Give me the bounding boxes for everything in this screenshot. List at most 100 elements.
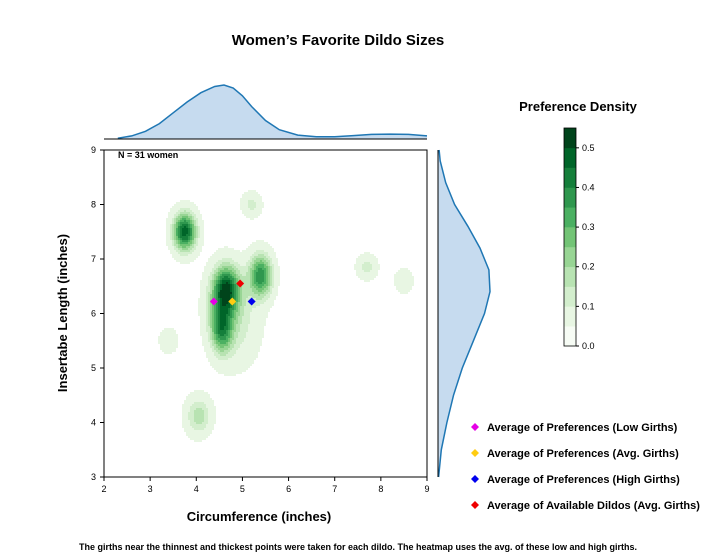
heatmap-cell [238, 250, 240, 252]
heatmap-cell [266, 300, 268, 302]
heatmap-cell [178, 224, 180, 226]
heatmap-cell [238, 342, 240, 344]
heatmap-cell [174, 238, 176, 240]
heatmap-cell [180, 232, 182, 234]
heatmap-cell [182, 236, 184, 238]
heatmap-cell [240, 266, 242, 268]
heatmap-cell [246, 306, 248, 308]
heatmap-cell [218, 358, 220, 360]
heatmap-cell [268, 272, 270, 274]
heatmap-cell [218, 252, 220, 254]
heatmap-cell [240, 334, 242, 336]
heatmap-cell [250, 190, 252, 192]
heatmap-cell [192, 426, 194, 428]
heatmap-cell [198, 408, 200, 410]
heatmap-cell [234, 258, 236, 260]
heatmap-cell [270, 298, 272, 300]
heatmap-cell [250, 214, 252, 216]
heatmap-cell [250, 362, 252, 364]
heatmap-cell [204, 328, 206, 330]
heatmap-cell [214, 340, 216, 342]
heatmap-cell [206, 334, 208, 336]
heatmap-cell [174, 258, 176, 260]
heatmap-cell [238, 322, 240, 324]
heatmap-cell [196, 242, 198, 244]
heatmap-cell [252, 276, 254, 278]
heatmap-cell [188, 232, 190, 234]
heatmap-cell [166, 218, 168, 220]
heatmap-cell [246, 338, 248, 340]
heatmap-cell [214, 358, 216, 360]
heatmap-cell [214, 330, 216, 332]
heatmap-cell [264, 286, 266, 288]
heatmap-cell [186, 244, 188, 246]
heatmap-cell [198, 434, 200, 436]
heatmap-cell [170, 218, 172, 220]
heatmap-cell [270, 286, 272, 288]
heatmap-cell [272, 250, 274, 252]
heatmap-cell [230, 272, 232, 274]
heatmap-cell [246, 342, 248, 344]
heatmap-cell [276, 278, 278, 280]
heatmap-cell [230, 256, 232, 258]
heatmap-cell [248, 248, 250, 250]
heatmap-cell [372, 254, 374, 256]
heatmap-cell [410, 288, 412, 290]
heatmap-cell [190, 434, 192, 436]
heatmap-cell [256, 310, 258, 312]
y-marginal-line [437, 149, 491, 478]
heatmap-cell [210, 276, 212, 278]
heatmap-cell [256, 248, 258, 250]
heatmap-cell [264, 274, 266, 276]
heatmap-cell [238, 326, 240, 328]
heatmap-cell [170, 346, 172, 348]
heatmap-cell [268, 304, 270, 306]
heatmap-cell [168, 226, 170, 228]
heatmap-cell [208, 310, 210, 312]
heatmap-cell [396, 276, 398, 278]
heatmap-cell [202, 396, 204, 398]
heatmap-cell [200, 312, 202, 314]
heatmap-cell [258, 350, 260, 352]
y-tick-label: 8 [91, 200, 96, 210]
heatmap-cell [206, 282, 208, 284]
heatmap-cell [232, 266, 234, 268]
heatmap-cell [186, 210, 188, 212]
heatmap-cell [238, 366, 240, 368]
heatmap-cell [248, 352, 250, 354]
heatmap-cell [242, 198, 244, 200]
heatmap-cell [194, 232, 196, 234]
colorbar-tick-label: 0.4 [582, 182, 595, 192]
heatmap-cell [210, 332, 212, 334]
heatmap-cell [246, 208, 248, 210]
heatmap-cell [202, 280, 204, 282]
heatmap-cell [256, 254, 258, 256]
heatmap-cell [372, 258, 374, 260]
heatmap-cell [190, 212, 192, 214]
heatmap-cell [256, 338, 258, 340]
heatmap-cell [234, 336, 236, 338]
heatmap-cell [178, 252, 180, 254]
heatmap-cell [228, 316, 230, 318]
heatmap-cell [242, 316, 244, 318]
x-marginal-density [104, 84, 428, 140]
heatmap-cell [212, 290, 214, 292]
heatmap-cell [206, 346, 208, 348]
heatmap-cell [258, 294, 260, 296]
heatmap-cell [220, 322, 222, 324]
heatmap-cell [234, 252, 236, 254]
heatmap-cell [226, 252, 228, 254]
heatmap-cell [232, 288, 234, 290]
heatmap-cell [250, 274, 252, 276]
heatmap-cell [198, 218, 200, 220]
heatmap-cell [238, 368, 240, 370]
heatmap-cell [248, 364, 250, 366]
heatmap-cell [250, 326, 252, 328]
heatmap-cell [200, 322, 202, 324]
heatmap-cell [168, 214, 170, 216]
heatmap-cell [256, 258, 258, 260]
heatmap-cell [176, 260, 178, 262]
heatmap-cell [398, 270, 400, 272]
heatmap-cell [198, 398, 200, 400]
